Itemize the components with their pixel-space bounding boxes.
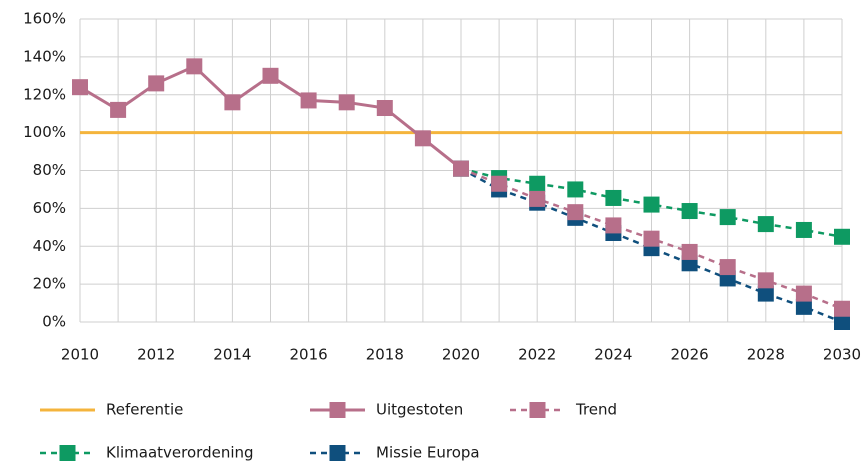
y-tick-label: 120% <box>23 85 66 103</box>
marker <box>643 230 660 247</box>
marker <box>719 259 736 276</box>
legend-marker <box>329 402 346 418</box>
marker <box>834 314 850 330</box>
y-tick-label: 160% <box>23 10 66 28</box>
legend-marker <box>59 445 76 461</box>
marker <box>643 196 660 213</box>
marker <box>224 94 241 111</box>
marker <box>567 204 584 221</box>
marker <box>834 300 850 317</box>
x-tick-label: 2026 <box>671 346 709 364</box>
marker <box>453 160 469 177</box>
x-tick-label: 2010 <box>61 346 99 364</box>
marker <box>834 228 850 245</box>
x-tick-label: 2028 <box>747 346 785 364</box>
legend-label: Missie Europa <box>376 444 480 462</box>
legend-marker <box>529 402 546 418</box>
x-tick-label: 2018 <box>366 346 404 364</box>
x-tick-label: 2012 <box>137 346 175 364</box>
marker <box>414 130 431 147</box>
legend-label: Referentie <box>106 401 183 419</box>
legend-label: Klimaatverordening <box>106 444 254 462</box>
x-tick-label: 2014 <box>213 346 251 364</box>
marker <box>605 189 622 206</box>
marker <box>681 243 698 260</box>
marker <box>148 75 165 92</box>
marker <box>757 216 774 233</box>
marker <box>681 203 698 220</box>
series-line <box>460 167 843 239</box>
y-tick-label: 0% <box>42 313 66 331</box>
legend-marker <box>329 445 346 461</box>
marker <box>757 272 774 289</box>
x-tick-label: 2020 <box>442 346 480 364</box>
marker <box>605 217 622 234</box>
marker <box>529 175 546 192</box>
y-tick-label: 20% <box>33 275 66 293</box>
x-tick-label: 2022 <box>518 346 556 364</box>
y-tick-label: 80% <box>33 161 66 179</box>
marker <box>338 94 355 111</box>
x-tick-label: 2024 <box>594 346 632 364</box>
marker <box>376 100 393 117</box>
y-tick-label: 60% <box>33 199 66 217</box>
y-tick-label: 100% <box>23 123 66 141</box>
marker <box>719 209 736 226</box>
series-line <box>460 167 843 324</box>
marker <box>262 67 279 84</box>
legend-label: Uitgestoten <box>376 401 463 419</box>
marker <box>529 190 546 207</box>
marker <box>795 221 812 238</box>
marker <box>757 285 774 302</box>
marker <box>795 298 812 315</box>
marker <box>186 58 203 75</box>
x-tick-label: 2030 <box>823 346 861 364</box>
marker <box>300 92 317 109</box>
marker <box>491 175 508 192</box>
marker <box>567 181 584 198</box>
marker <box>110 101 127 118</box>
marker <box>72 79 88 96</box>
marker <box>795 285 812 302</box>
x-tick-label: 2016 <box>290 346 328 364</box>
legend-label: Trend <box>575 401 617 419</box>
y-tick-label: 140% <box>23 47 66 65</box>
y-tick-label: 40% <box>33 237 66 255</box>
